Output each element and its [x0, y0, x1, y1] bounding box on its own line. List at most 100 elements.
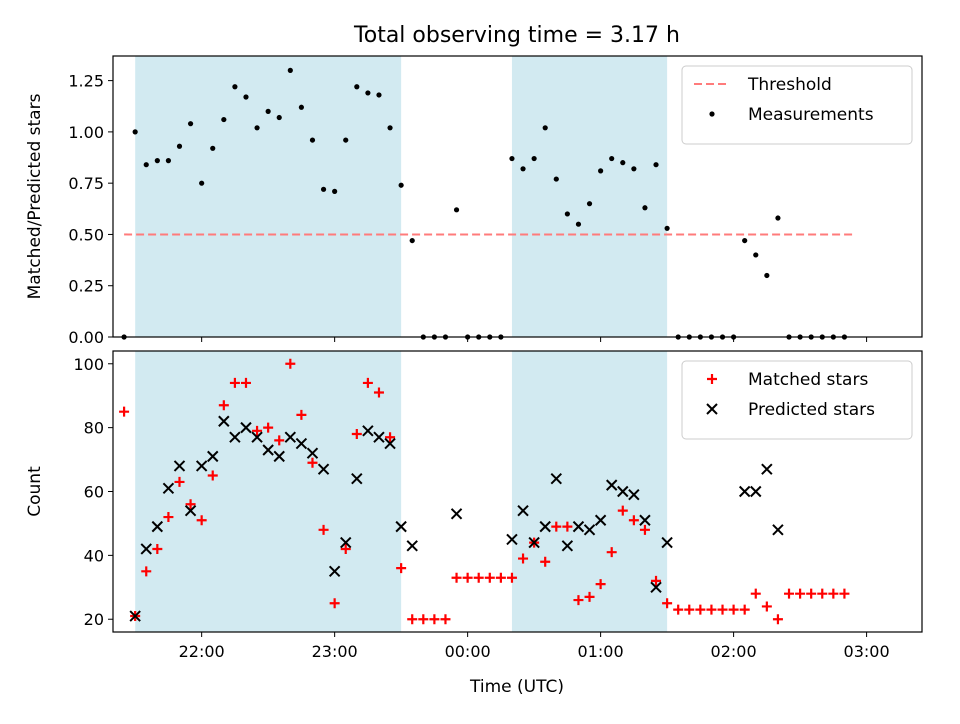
- data-point: [509, 155, 515, 162]
- data-point: [185, 499, 196, 510]
- data-point: [728, 604, 739, 615]
- data-point: [484, 572, 495, 583]
- data-point: [218, 400, 229, 411]
- legend-swatch: [706, 403, 718, 415]
- data-point: [332, 188, 338, 194]
- data-point: [553, 176, 559, 182]
- data-point: [662, 598, 673, 609]
- data-point: [650, 581, 662, 594]
- data-point: [518, 553, 529, 564]
- data-point: [772, 524, 784, 536]
- legend: Threshold Measurements: [681, 65, 913, 145]
- data-point: [606, 547, 617, 558]
- data-point: [229, 431, 241, 443]
- data-point: [409, 237, 415, 244]
- data-point: [163, 512, 174, 523]
- data-point: [617, 485, 629, 498]
- data-point: [673, 604, 684, 615]
- legend-label: Measurements: [748, 105, 874, 125]
- data-point: [210, 145, 216, 151]
- data-point: [132, 129, 138, 135]
- data-point: [506, 533, 518, 546]
- data-point: [173, 460, 186, 472]
- data-point: [384, 437, 396, 450]
- data-point: [653, 162, 659, 168]
- data-point: [296, 409, 307, 420]
- data-point: [187, 121, 194, 127]
- data-point: [365, 90, 371, 96]
- data-point: [151, 520, 164, 533]
- x-tick-label: 02:00: [711, 642, 757, 661]
- data-point: [609, 155, 615, 162]
- data-point: [232, 84, 238, 90]
- data-point: [639, 524, 650, 535]
- data-point: [140, 543, 152, 555]
- y-axis-label: Count: [25, 466, 45, 517]
- chart-title: Total observing time = 3.17 h: [353, 23, 680, 48]
- data-point: [176, 143, 183, 149]
- data-point: [750, 588, 761, 599]
- data-point: [639, 514, 651, 526]
- x-axis-label: Time (UTC): [469, 677, 564, 697]
- data-point: [772, 614, 783, 625]
- data-point: [141, 566, 152, 577]
- data-point: [462, 572, 473, 583]
- data-point: [407, 614, 418, 625]
- data-point: [572, 520, 585, 533]
- legend-box: [681, 360, 913, 440]
- x-tick-label: 03:00: [844, 642, 890, 661]
- data-point: [495, 572, 506, 583]
- y-tick-label: 20: [84, 610, 104, 629]
- data-point: [262, 444, 274, 456]
- data-point: [143, 162, 149, 168]
- data-point: [605, 479, 618, 491]
- data-point: [274, 435, 285, 446]
- data-point: [320, 186, 327, 192]
- legend: Matched stars Predicted stars: [681, 360, 913, 440]
- data-point: [828, 588, 839, 599]
- data-point: [583, 524, 596, 536]
- shaded-interval-2: [511, 351, 668, 632]
- data-point: [195, 460, 208, 472]
- data-point: [162, 482, 175, 495]
- data-point: [287, 67, 293, 73]
- data-point: [398, 182, 404, 188]
- data-point: [684, 604, 695, 615]
- y-tick-label: 0.00: [68, 328, 104, 347]
- data-point: [351, 473, 363, 485]
- data-point: [284, 431, 297, 443]
- data-point: [517, 504, 529, 517]
- data-point: [306, 447, 319, 459]
- x-tick-label: 23:00: [312, 642, 358, 661]
- data-point: [628, 515, 639, 526]
- data-point: [564, 211, 570, 217]
- data-point: [761, 601, 772, 612]
- legend-label: Threshold: [747, 75, 832, 95]
- data-point: [739, 604, 750, 615]
- shaded-interval-2: [511, 56, 668, 337]
- data-point: [595, 579, 606, 590]
- data-point: [119, 406, 130, 417]
- data-point: [764, 272, 770, 279]
- data-point: [252, 425, 263, 436]
- data-point: [520, 166, 526, 172]
- data-point: [154, 158, 160, 164]
- data-point: [396, 563, 407, 574]
- data-point: [540, 556, 551, 567]
- series-matched-stars: [119, 358, 850, 625]
- x-tick-label: 01:00: [578, 642, 624, 661]
- data-point: [340, 543, 351, 554]
- data-point: [806, 588, 817, 599]
- data-point: [717, 604, 728, 615]
- data-point: [385, 432, 396, 443]
- data-point: [362, 425, 374, 437]
- data-point: [165, 158, 172, 164]
- data-point: [550, 473, 562, 485]
- legend-swatch: [707, 374, 717, 384]
- data-point: [531, 155, 537, 162]
- data-point: [551, 521, 562, 532]
- data-point: [506, 572, 517, 583]
- y-tick-label: 0.75: [68, 174, 104, 193]
- data-point: [254, 125, 260, 131]
- data-point: [295, 437, 308, 450]
